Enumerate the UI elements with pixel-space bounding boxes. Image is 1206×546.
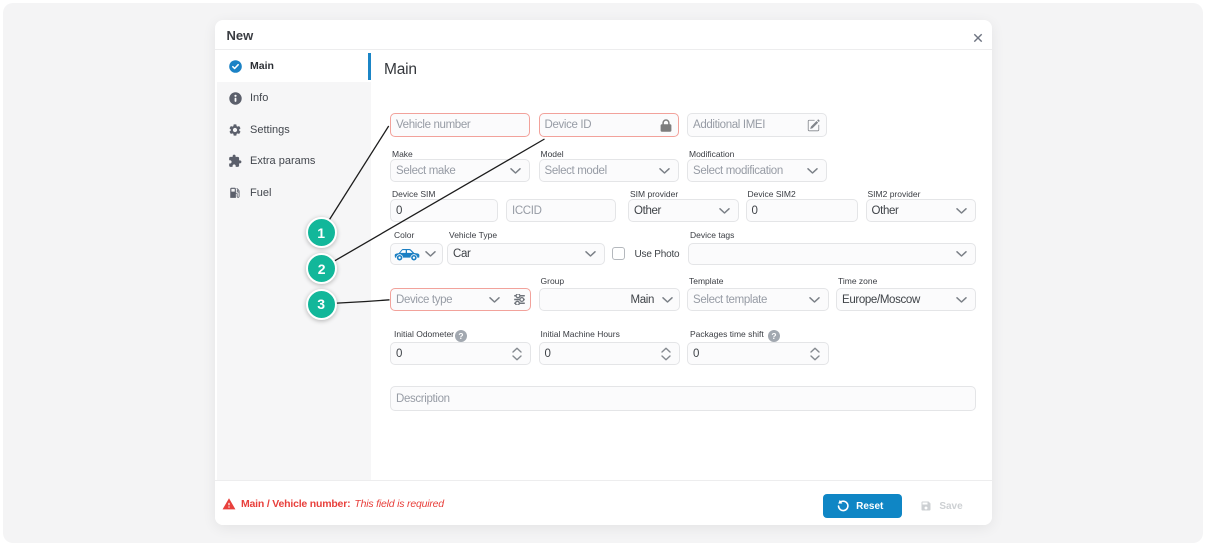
svg-text:?: ? <box>771 331 776 341</box>
svg-text:?: ? <box>458 331 463 341</box>
